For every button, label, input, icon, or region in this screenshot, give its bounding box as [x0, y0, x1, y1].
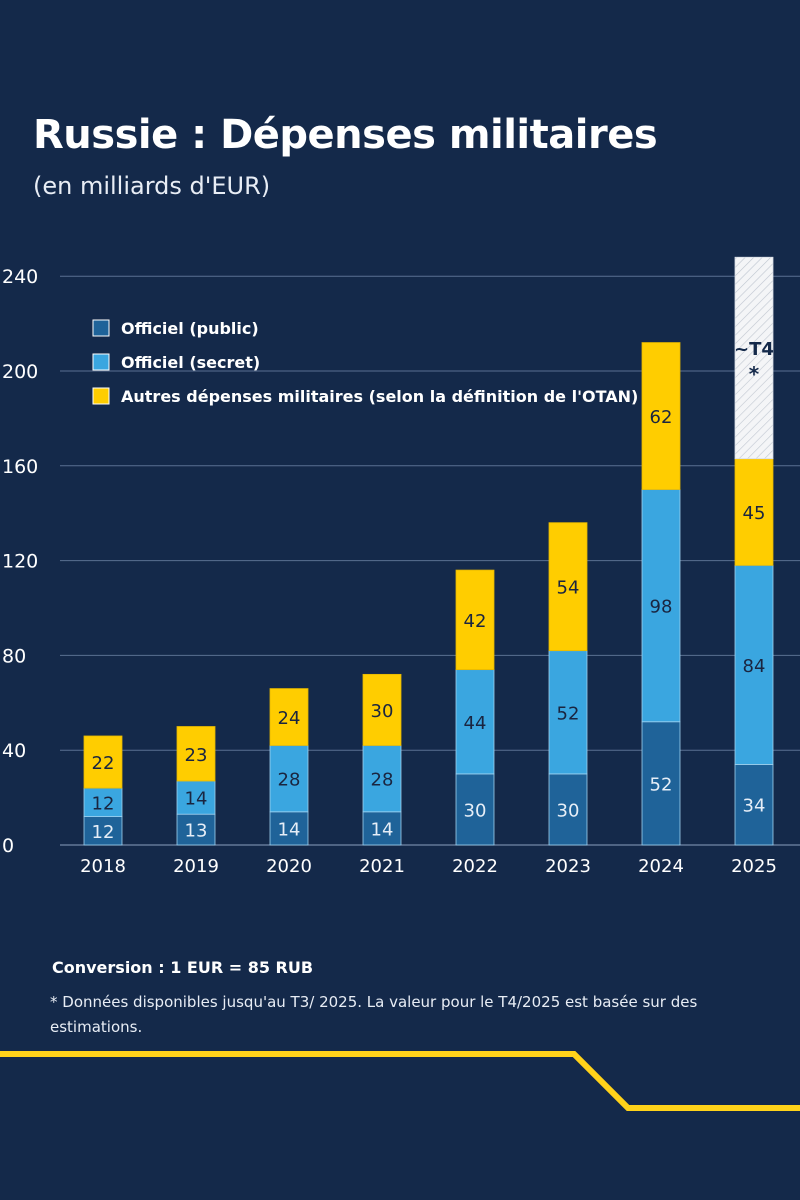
y-tick-label: 40: [2, 740, 26, 762]
data-label: 62: [650, 407, 673, 428]
y-tick-label: 160: [2, 456, 38, 478]
legend-swatch-other: [92, 387, 110, 405]
data-label: 13: [185, 821, 208, 842]
data-label: 34: [743, 796, 766, 817]
data-label: 45: [743, 503, 766, 524]
legend-swatch-public: [92, 319, 110, 337]
x-tick-label: 2024: [638, 856, 684, 877]
y-tick-label: 120: [2, 551, 38, 573]
legend-label: Autres dépenses militaires (selon la déf…: [121, 387, 638, 406]
data-label: 23: [185, 745, 208, 766]
data-label: 22: [92, 753, 115, 774]
data-label: 52: [557, 703, 580, 724]
bar-public-2019: [176, 813, 216, 846]
data-label: 28: [278, 770, 301, 791]
x-tick-label: 2022: [452, 856, 498, 877]
bar-public-2018: [83, 816, 123, 846]
data-label: 14: [371, 819, 394, 840]
data-label: 54: [557, 578, 580, 599]
bar-public-2020: [269, 811, 309, 846]
bar-other-2021: [362, 673, 402, 746]
bar-secret-2022: [455, 669, 495, 775]
bar-other-2023: [548, 522, 588, 652]
bar-secret-2023: [548, 650, 588, 775]
data-label: 98: [650, 597, 673, 618]
y-tick-label: 240: [2, 266, 38, 288]
data-label: 12: [92, 793, 115, 814]
accent-line: [0, 1051, 800, 1111]
data-label: 24: [278, 708, 301, 729]
bar-secret-2018: [83, 787, 123, 817]
y-tick-label: 200: [2, 361, 38, 383]
estimate-label: ~T4: [734, 339, 774, 360]
decorative-accent-line: [0, 1051, 800, 1111]
bar-secret-2021: [362, 745, 402, 813]
data-label: 30: [371, 701, 394, 722]
data-label: 30: [464, 800, 487, 821]
bar-public-2022: [455, 773, 495, 846]
chart-subtitle: (en milliards d'EUR): [33, 172, 271, 200]
bar-other-2022: [455, 569, 495, 671]
data-label: 28: [371, 770, 394, 791]
bar-secret-2025: [734, 564, 774, 765]
bar-secret-2024: [641, 489, 681, 723]
legend-label: Officiel (secret): [121, 353, 260, 372]
chart-title: Russie : Dépenses militaires: [33, 112, 658, 158]
bar-estimate-2025: [734, 256, 774, 460]
bar-other-2018: [83, 735, 123, 789]
bar-public-2021: [362, 811, 402, 846]
bar-public-2024: [641, 721, 681, 846]
bar-other-2024: [641, 342, 681, 490]
stacked-bar-chart: 0 40 80 120 160 200 240 12 12 22 2018 13 14 23 2019 14…: [2, 256, 800, 877]
x-tick-label: 2021: [359, 856, 405, 877]
data-label: 52: [650, 774, 673, 795]
bar-secret-2019: [176, 780, 216, 815]
data-label: 12: [92, 822, 115, 843]
x-tick-label: 2025: [731, 856, 777, 877]
x-tick-label: 2020: [266, 856, 312, 877]
bar-public-2025: [734, 764, 774, 846]
data-label: 42: [464, 611, 487, 632]
estimate-footnote: * Données disponibles jusqu'au T3/ 2025.…: [50, 993, 698, 1036]
bar-other-2020: [269, 688, 309, 746]
bar-public-2023: [548, 773, 588, 846]
legend-swatch-secret: [92, 353, 110, 371]
data-label: 14: [278, 819, 301, 840]
bar-secret-2020: [269, 745, 309, 813]
legend-label: Officiel (public): [121, 319, 259, 338]
data-label: 84: [743, 656, 766, 677]
data-label: 14: [185, 789, 208, 810]
y-tick-label: 80: [2, 645, 26, 667]
y-tick-label: 0: [2, 835, 14, 857]
x-tick-label: 2019: [173, 856, 219, 877]
x-tick-label: 2018: [80, 856, 126, 877]
bar-other-2025: [734, 458, 774, 566]
conversion-note: Conversion : 1 EUR = 85 RUB: [52, 958, 314, 977]
data-label: 44: [464, 713, 487, 734]
data-label: 30: [557, 800, 580, 821]
bar-other-2019: [176, 726, 216, 782]
estimate-marker: *: [749, 362, 760, 386]
x-tick-label: 2023: [545, 856, 591, 877]
